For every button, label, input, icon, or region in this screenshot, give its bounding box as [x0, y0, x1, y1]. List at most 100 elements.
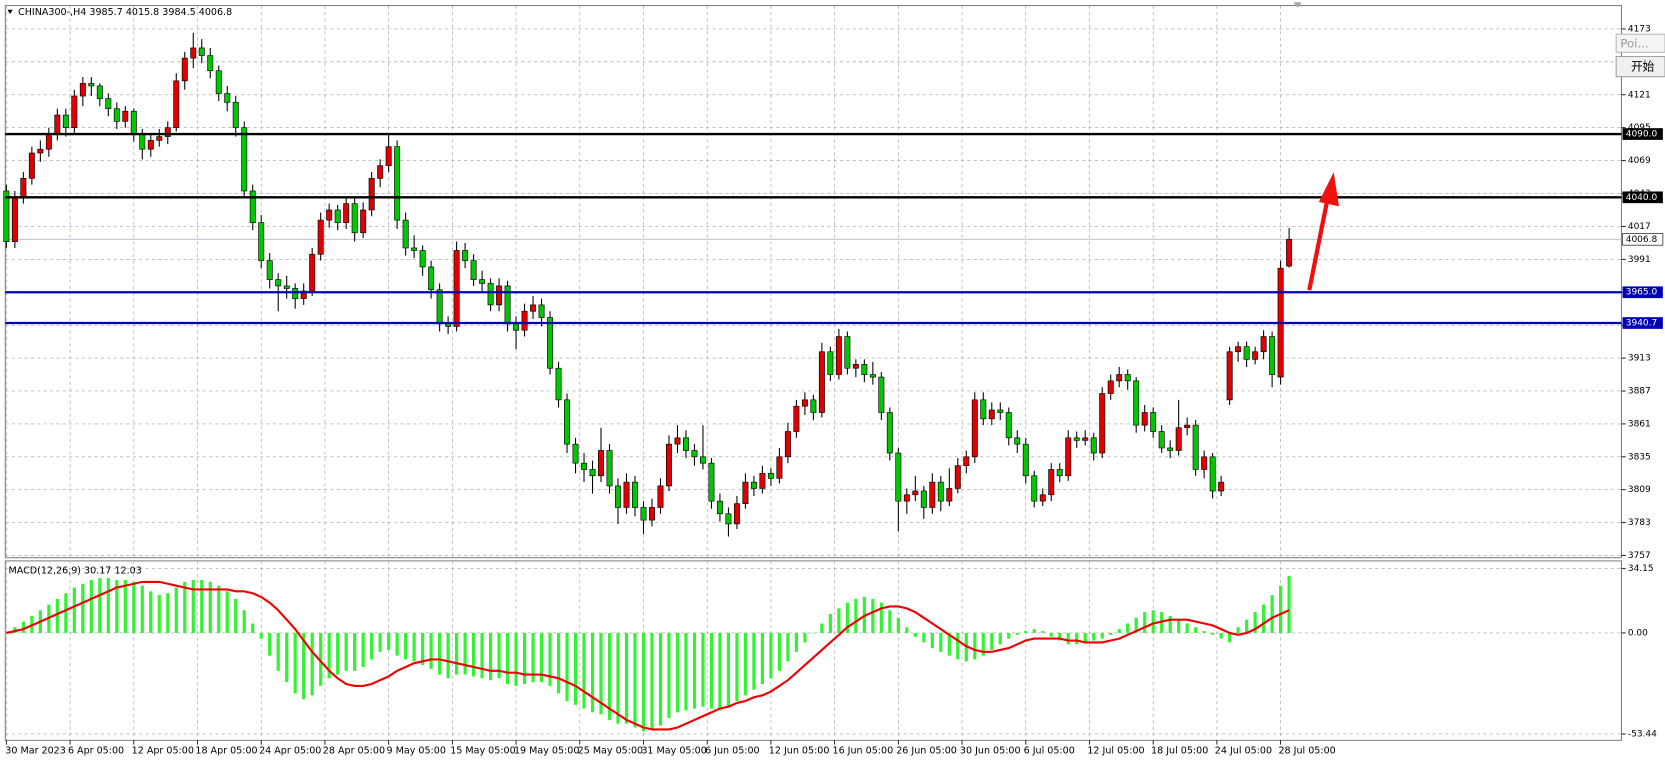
macd-bar	[217, 585, 221, 633]
candle-body	[54, 114, 61, 135]
candle-body	[1192, 424, 1199, 470]
candle-body	[283, 285, 290, 289]
candle-body	[1235, 346, 1242, 353]
level-label-box	[1622, 191, 1663, 204]
macd-bar	[1024, 631, 1028, 633]
candle-body	[759, 472, 766, 489]
y-tick-label: 3887	[1628, 386, 1651, 396]
candle-body	[997, 409, 1004, 413]
candle-body	[300, 290, 307, 299]
macd-bar	[565, 632, 569, 702]
candle-body	[954, 465, 961, 489]
macd-bar	[293, 632, 297, 694]
candle-body	[547, 317, 554, 369]
candle-body	[521, 310, 528, 331]
macd-bar	[353, 632, 357, 671]
candle-body	[79, 83, 86, 97]
candle-body	[920, 490, 927, 508]
macd-bar	[132, 581, 136, 633]
candle-body	[1184, 424, 1191, 429]
macd-bar	[820, 623, 824, 633]
macd-bar	[752, 632, 756, 690]
macd-bar	[4, 632, 8, 634]
x-tick-label: 6 Jul 05:00	[1024, 745, 1075, 756]
macd-bar	[242, 610, 246, 633]
candle-body	[725, 513, 732, 525]
macd-bar	[404, 632, 408, 660]
candle-body	[453, 250, 460, 327]
level-label-box	[1622, 317, 1663, 329]
marks-layer	[3, 32, 1622, 732]
macd-bar	[488, 632, 493, 681]
candle-body	[1082, 437, 1089, 441]
macd-bar	[1058, 632, 1062, 641]
candle-body	[1260, 336, 1267, 353]
labels-layer: 4173414741214095406940434017399139653939…	[5, 24, 1664, 756]
macd-bar	[1134, 617, 1138, 633]
candle-body	[343, 203, 350, 223]
candle-body	[317, 219, 324, 255]
macd-bar	[361, 632, 365, 667]
macd-bar	[1151, 610, 1155, 633]
macd-bar	[633, 632, 637, 728]
macd-bar	[55, 598, 59, 633]
symbol-menu-arrow[interactable]	[7, 9, 13, 15]
macd-bar	[208, 581, 212, 633]
x-tick-label: 6 Jun 05:00	[705, 745, 760, 756]
candle-body	[869, 374, 876, 378]
candle-body	[1286, 239, 1293, 267]
macd-bar	[1075, 632, 1079, 645]
candle-body	[249, 190, 256, 223]
x-tick-label: 16 Jun 05:00	[833, 745, 894, 756]
button-label[interactable]: Poi...	[1620, 36, 1648, 50]
macd-bar	[871, 598, 875, 633]
candle-body	[105, 98, 112, 110]
macd-bar	[174, 587, 178, 633]
x-tick-label: 30 Mar 2023	[5, 745, 66, 756]
macd-bar	[123, 579, 127, 633]
macd-bar	[1253, 612, 1257, 633]
candle-body	[861, 364, 868, 375]
macd-bar	[1100, 632, 1104, 639]
macd-bar	[905, 627, 909, 633]
candle-body	[742, 481, 749, 504]
macd-bar	[471, 632, 476, 677]
macd-bar	[743, 632, 748, 696]
macd-bar	[480, 632, 484, 679]
macd-bar	[811, 632, 815, 634]
open-value: 3985.7	[89, 6, 122, 17]
macd-bar	[285, 632, 289, 683]
macd-bar	[1143, 612, 1147, 633]
macd-bar	[183, 581, 187, 633]
macd-bar	[191, 579, 195, 633]
candle-body	[62, 114, 69, 129]
macd-bar	[234, 598, 238, 633]
macd-bar	[1015, 632, 1019, 635]
candle-body	[895, 452, 902, 502]
candle-body	[581, 462, 587, 470]
candle-body	[1167, 447, 1174, 451]
candle-body	[844, 336, 851, 369]
candle-body	[496, 285, 503, 306]
candle-body	[691, 450, 698, 458]
y-tick-label: 4121	[1628, 90, 1651, 100]
macd-bar	[455, 632, 459, 675]
candle-body	[1158, 431, 1165, 449]
macd-bar	[582, 632, 586, 709]
candle-body	[20, 178, 27, 198]
candle-body	[1269, 336, 1276, 375]
macd-bar	[251, 623, 255, 633]
macd-bar	[225, 591, 229, 633]
candle-body	[623, 481, 630, 508]
macd-bar	[497, 632, 501, 679]
symbol-title: CHINA300-,H4	[18, 6, 86, 17]
candle-body	[402, 219, 409, 249]
candle-body	[258, 222, 265, 261]
button-label[interactable]: 开始	[1631, 60, 1655, 74]
candle-body	[1116, 374, 1123, 382]
candle-body	[606, 450, 613, 487]
macd-bar	[573, 632, 578, 705]
macd-bar	[1219, 632, 1223, 639]
y-tick-label: 3809	[1628, 485, 1651, 495]
macd-bar	[1279, 585, 1283, 633]
